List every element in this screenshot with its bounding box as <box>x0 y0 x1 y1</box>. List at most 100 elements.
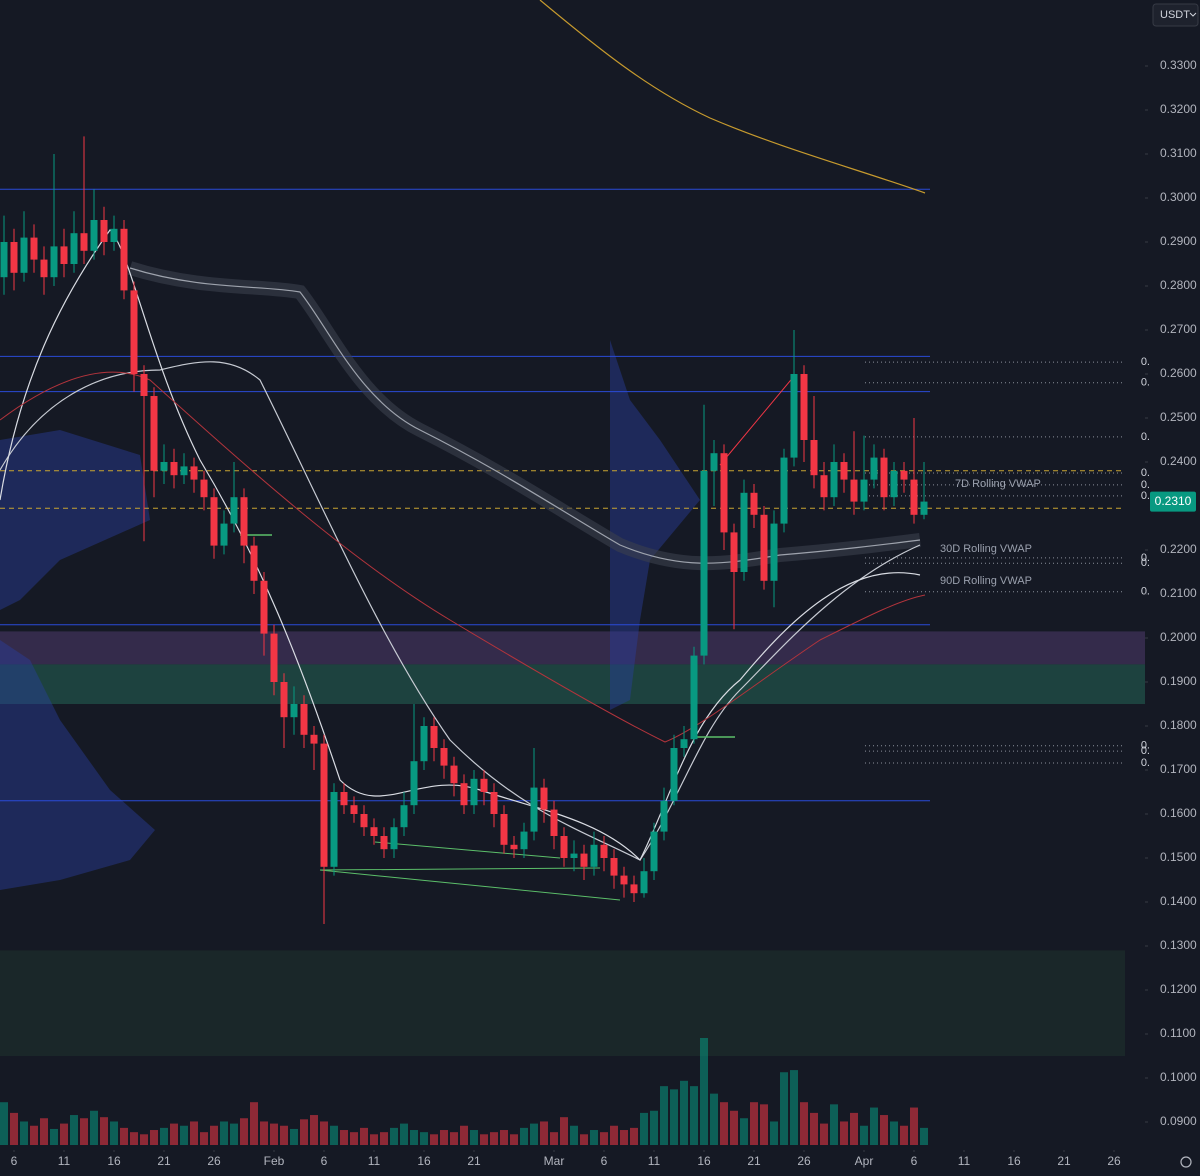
volume-bar <box>230 1123 238 1145</box>
candle-body <box>170 462 178 476</box>
candle-body <box>260 580 268 634</box>
volume-bar <box>310 1115 318 1145</box>
x-tick-label: 26 <box>797 1154 811 1168</box>
volume-bar <box>570 1125 578 1145</box>
profile-area <box>0 640 155 890</box>
volume-bar <box>550 1132 558 1145</box>
volume-bar <box>190 1121 198 1145</box>
x-tick-label: 6 <box>11 1154 18 1168</box>
vwap-line <box>0 361 921 861</box>
x-tick-label: 21 <box>157 1154 171 1168</box>
currency-label[interactable]: USDT <box>1160 9 1190 21</box>
volume-bar <box>380 1132 388 1145</box>
volume-bar <box>750 1102 758 1145</box>
currency-chevron[interactable] <box>1189 12 1197 17</box>
candle-body <box>620 875 628 885</box>
volume-bar <box>890 1121 898 1145</box>
candle-body <box>710 453 718 471</box>
profile-area <box>0 430 150 610</box>
candle-body <box>0 242 8 278</box>
volume-bar <box>650 1110 658 1145</box>
volume-bar <box>220 1121 228 1145</box>
volume-bar <box>880 1115 888 1145</box>
volume-bar <box>730 1110 738 1145</box>
candle-body <box>670 748 678 801</box>
candle-body <box>200 479 208 498</box>
candle-body <box>880 457 888 498</box>
candle-body <box>280 682 288 718</box>
y-tick-label: 0.1600 <box>1160 806 1197 820</box>
candle-body <box>130 290 138 374</box>
candle-body <box>100 220 108 242</box>
candle-body <box>230 497 238 524</box>
candle-body <box>140 374 148 396</box>
candle-body <box>810 440 818 476</box>
volume-bar <box>670 1089 678 1145</box>
volume-bar <box>20 1121 28 1145</box>
volume-bar <box>300 1119 308 1145</box>
y-tick-label: 0.1200 <box>1160 982 1197 996</box>
currency-button[interactable] <box>1152 3 1199 27</box>
x-tick-label: 16 <box>107 1154 121 1168</box>
volume-bar <box>440 1130 448 1145</box>
volume-bar <box>470 1130 478 1145</box>
candle-body <box>90 220 98 251</box>
x-tick-label: 11 <box>648 1154 661 1168</box>
volume-bar <box>460 1125 468 1145</box>
moving-average <box>539 0 926 194</box>
volume-bar <box>740 1118 748 1145</box>
y-tick-label: 0.2600 <box>1160 366 1197 380</box>
x-tick-label: 21 <box>1057 1154 1071 1168</box>
volume-bar <box>560 1117 568 1145</box>
candle-body <box>160 462 168 471</box>
candle-body <box>910 479 918 515</box>
candle-body <box>650 831 658 872</box>
x-tick-label: 16 <box>697 1154 711 1168</box>
volume-bar <box>400 1123 408 1145</box>
x-tick-label: 11 <box>958 1154 971 1168</box>
candle-body <box>830 462 838 498</box>
vwap-label: 30D Rolling VWAP <box>940 543 1032 555</box>
volume-bar <box>320 1121 328 1145</box>
candle-body <box>70 233 78 264</box>
candle-body <box>240 497 248 546</box>
candle-layer <box>0 136 928 924</box>
profile-area <box>610 340 700 710</box>
candle-body <box>590 844 598 867</box>
y-tick-label: 0.1300 <box>1160 938 1197 952</box>
volume-bar <box>260 1121 268 1145</box>
trend-line <box>719 374 796 466</box>
volume-bar <box>330 1125 338 1145</box>
volume-bar <box>150 1130 158 1145</box>
settings-icon[interactable] <box>1180 1156 1192 1168</box>
volume-bar <box>700 1038 708 1145</box>
candle-body <box>470 778 478 806</box>
x-tick-label: 11 <box>368 1154 381 1168</box>
volume-bar <box>870 1107 878 1145</box>
candle-body <box>180 466 188 476</box>
y-tick-label: 0.1800 <box>1160 718 1197 732</box>
candle-body <box>50 246 58 278</box>
vwap-label: 7D Rolling VWAP <box>955 478 1041 490</box>
volume-bar <box>420 1132 428 1145</box>
vwap-label: 90D Rolling VWAP <box>940 575 1032 587</box>
y-tick-label: 0.1000 <box>1160 1070 1197 1084</box>
volume-bar <box>810 1112 818 1145</box>
candle-body <box>420 726 428 762</box>
candle-body <box>150 396 158 471</box>
level-tag: 0. <box>1141 431 1150 443</box>
candle-body <box>220 523 228 546</box>
y-tick-label: 0.2900 <box>1160 234 1197 248</box>
candle-body <box>110 228 118 242</box>
candle-body <box>890 470 898 498</box>
level-tag: 0. <box>1141 490 1150 502</box>
candle-body <box>570 853 578 858</box>
candle-body <box>320 743 328 867</box>
candle-body <box>680 739 688 748</box>
volume-bar <box>680 1080 688 1145</box>
volume-bar <box>240 1118 248 1145</box>
candle-body <box>520 831 528 850</box>
volume-bar <box>200 1132 208 1145</box>
